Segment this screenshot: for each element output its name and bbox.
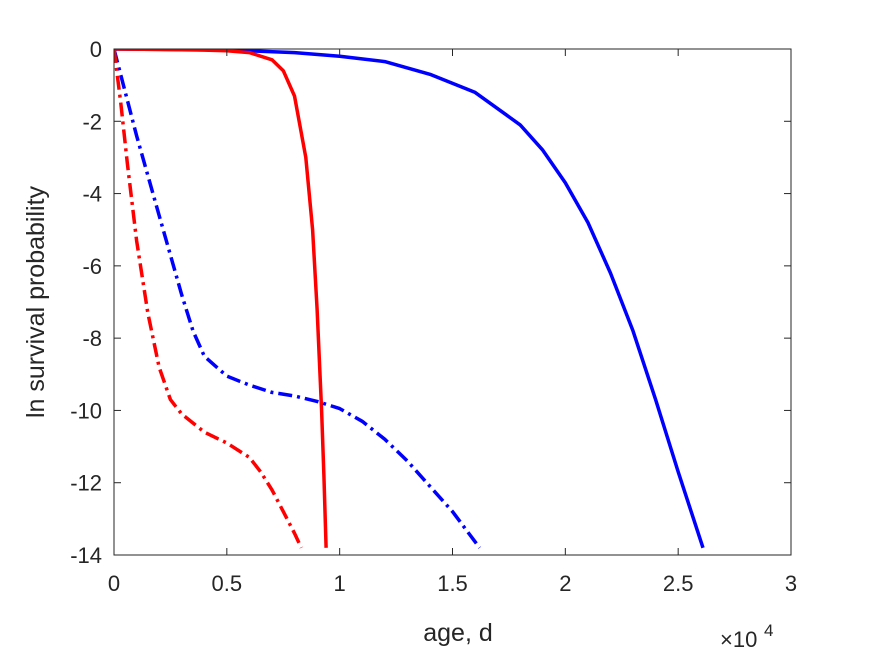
series-group xyxy=(114,49,705,549)
y-tick-label: -4 xyxy=(82,182,102,207)
y-tick-label: -8 xyxy=(82,326,102,351)
series-line-3 xyxy=(114,49,482,549)
x-tick-label: 0.5 xyxy=(212,571,243,596)
y-axis-label: ln survival probability xyxy=(22,185,50,418)
x-exponent-label: ×10 xyxy=(720,627,757,652)
series-line-4 xyxy=(114,49,303,549)
y-tick-label: -2 xyxy=(82,109,102,134)
x-tick-label: 2.5 xyxy=(663,571,694,596)
x-tick-label: 1 xyxy=(334,571,346,596)
x-tick-label: 1.5 xyxy=(437,571,468,596)
series-line-2 xyxy=(114,49,328,548)
x-axis-label: age, d xyxy=(423,619,493,647)
y-tick-label: -14 xyxy=(70,543,102,568)
y-tick-label: -12 xyxy=(70,471,102,496)
y-tick-label: 0 xyxy=(90,37,102,62)
y-tick-label: -6 xyxy=(82,254,102,279)
y-tick-label: -10 xyxy=(70,398,102,423)
x-tick-label: 3 xyxy=(785,571,797,596)
plot-area xyxy=(114,49,791,555)
x-tick-label: 0 xyxy=(108,571,120,596)
ticks-group: 0 0.5 1 1.5 2 2.5 3 0 -2 -4 -6 -8 -10 -12 -14 xyxy=(70,37,797,596)
x-exponent-power: 4 xyxy=(764,621,773,640)
x-tick-label: 2 xyxy=(559,571,571,596)
